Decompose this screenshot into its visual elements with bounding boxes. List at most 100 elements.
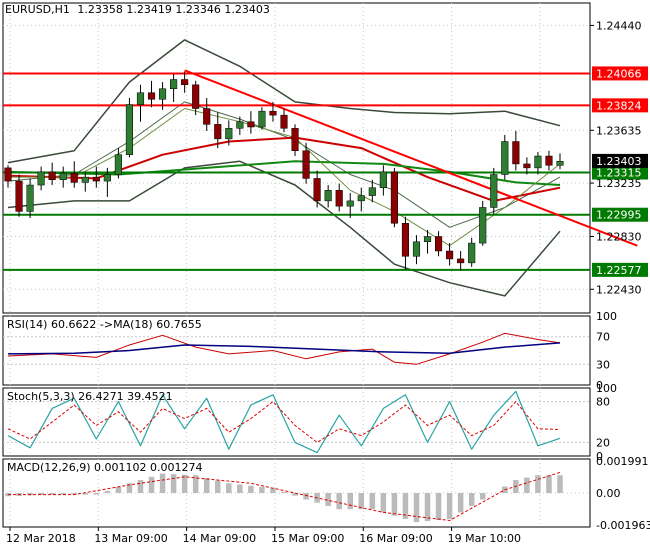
macd-title: MACD(12,26,9) 0.001102 0.001274 <box>7 461 203 474</box>
bullish-candle <box>26 184 34 212</box>
bullish-candle <box>490 174 498 208</box>
bearish-candle <box>302 150 310 179</box>
x-tick-label: 15 Mar 09:00 <box>271 532 344 545</box>
current-price-tag <box>592 153 648 168</box>
bearish-candle <box>446 250 454 260</box>
bearish-candle <box>434 236 443 252</box>
bullish-candle <box>324 190 332 202</box>
bullish-candle <box>37 171 45 186</box>
y-tick-label: 1.22830 <box>596 230 642 243</box>
bearish-candle <box>335 190 343 207</box>
bearish-candle <box>401 223 410 257</box>
bearish-candle <box>269 110 277 116</box>
stoch-tick-label: 100 <box>596 382 617 395</box>
bearish-candle <box>214 124 222 140</box>
bearish-candle <box>247 121 255 128</box>
stoch-title: Stoch(5,3,3) 26.4271 39.4521 <box>7 390 173 403</box>
rsi-tick-label: 100 <box>596 310 617 323</box>
macd-panel[interactable]: MACD(12,26,9) 0.001102 0.001274 <box>3 461 590 523</box>
bullish-candle <box>225 128 233 140</box>
y-tick-label: 1.22430 <box>596 283 642 296</box>
macd-tick-label: -0.001963 <box>596 519 650 532</box>
bullish-candle <box>258 110 266 128</box>
stoch-k-line <box>7 390 561 454</box>
x-tick-label: 13 Mar 09:00 <box>94 532 167 545</box>
rsi-frame <box>2 315 591 386</box>
support-level-label: 1.23315 <box>596 167 642 180</box>
x-tick-label: 19 Mar 10:00 <box>448 532 521 545</box>
x-tick-label: 16 Mar 09:00 <box>359 532 432 545</box>
panel-frames <box>2 2 591 528</box>
bearish-candle <box>48 171 56 181</box>
stoch-panel[interactable]: Stoch(5,3,3) 26.4271 39.4521 <box>3 390 590 454</box>
bollinger-lower-band <box>7 160 561 297</box>
macd-tick-label: 0.00 <box>596 487 621 500</box>
bearish-candle <box>147 92 156 100</box>
bullish-candle <box>556 161 564 166</box>
bearish-candle <box>313 178 321 202</box>
support-level-label: 1.22577 <box>596 264 642 277</box>
bearish-candle <box>15 180 23 212</box>
rsi-tick-label: 70 <box>596 331 610 344</box>
support-level-tag <box>592 207 648 222</box>
bearish-candle <box>390 171 398 224</box>
bearish-candle <box>545 155 553 166</box>
bearish-candle <box>181 79 189 86</box>
x-tick-label: 14 Mar 09:00 <box>183 532 256 545</box>
y-tick-label: 1.23635 <box>596 124 642 137</box>
stoch-tick-label: 0 <box>596 450 603 463</box>
bullish-candle <box>479 207 487 244</box>
bullish-candle <box>346 200 354 207</box>
bullish-candle <box>103 174 111 182</box>
resistance-level-label: 1.23824 <box>596 99 642 112</box>
resistance-level-label: 1.24066 <box>596 67 642 80</box>
rsi-panel[interactable]: RSI(14) 60.6622 ->MA(18) 60.7655 <box>3 318 590 365</box>
bullish-candle <box>125 104 134 155</box>
bullish-candle <box>501 141 509 175</box>
stoch-tick-label: 20 <box>596 436 610 449</box>
bearish-candle <box>523 163 531 169</box>
bearish-candle <box>4 167 12 182</box>
stoch-tick-label: 80 <box>596 396 610 409</box>
bullish-candle <box>368 187 376 196</box>
bullish-candle <box>412 241 421 257</box>
bullish-candle <box>379 171 387 188</box>
rsi-ma-line <box>7 342 561 355</box>
bearish-candle <box>70 172 78 183</box>
y-tick-label: 1.24440 <box>596 19 642 32</box>
resistance-level-tag <box>592 98 648 113</box>
bearish-candle <box>92 176 100 182</box>
bearish-candle <box>203 108 211 125</box>
price-panel[interactable] <box>3 39 638 297</box>
support-level-label: 1.22995 <box>596 209 642 222</box>
bullish-candle <box>136 92 145 105</box>
header-line: EURUSD,H1 1.23358 1.23419 1.23346 1.2340… <box>5 3 270 16</box>
bullish-candle <box>59 172 67 181</box>
support-level-tag <box>592 165 648 180</box>
bearish-candle <box>291 128 299 151</box>
bullish-candle <box>468 242 476 264</box>
x-tick-label: 12 Mar 2018 <box>6 532 76 545</box>
ohlc-values: 1.23358 1.23419 1.23346 1.23403 <box>77 3 270 16</box>
y-tick-label: 1.23235 <box>596 177 642 190</box>
bullish-candle <box>423 236 432 243</box>
bullish-candle <box>114 154 122 175</box>
bullish-candle <box>158 88 167 100</box>
rsi-title: RSI(14) 60.6622 ->MA(18) 60.7655 <box>7 318 202 331</box>
stoch-d-line <box>7 400 561 444</box>
bullish-candle <box>236 121 244 129</box>
stoch-frame <box>2 387 591 457</box>
bearish-candle <box>280 114 288 129</box>
rsi-tick-label: 30 <box>596 358 610 371</box>
macd-tick-label: 0.001991 <box>596 455 649 468</box>
bearish-candle <box>512 141 520 165</box>
symbol-label: EURUSD,H1 <box>5 3 70 16</box>
axes-labels: 1.24440 1.23635 1.23235 1.22830 1.22430 1.240… <box>6 19 650 545</box>
rsi-line <box>7 332 561 365</box>
downtrend-line <box>184 69 638 247</box>
resistance-level-tag <box>592 66 648 81</box>
bullish-candle <box>357 195 365 202</box>
bullish-candle <box>170 79 178 89</box>
